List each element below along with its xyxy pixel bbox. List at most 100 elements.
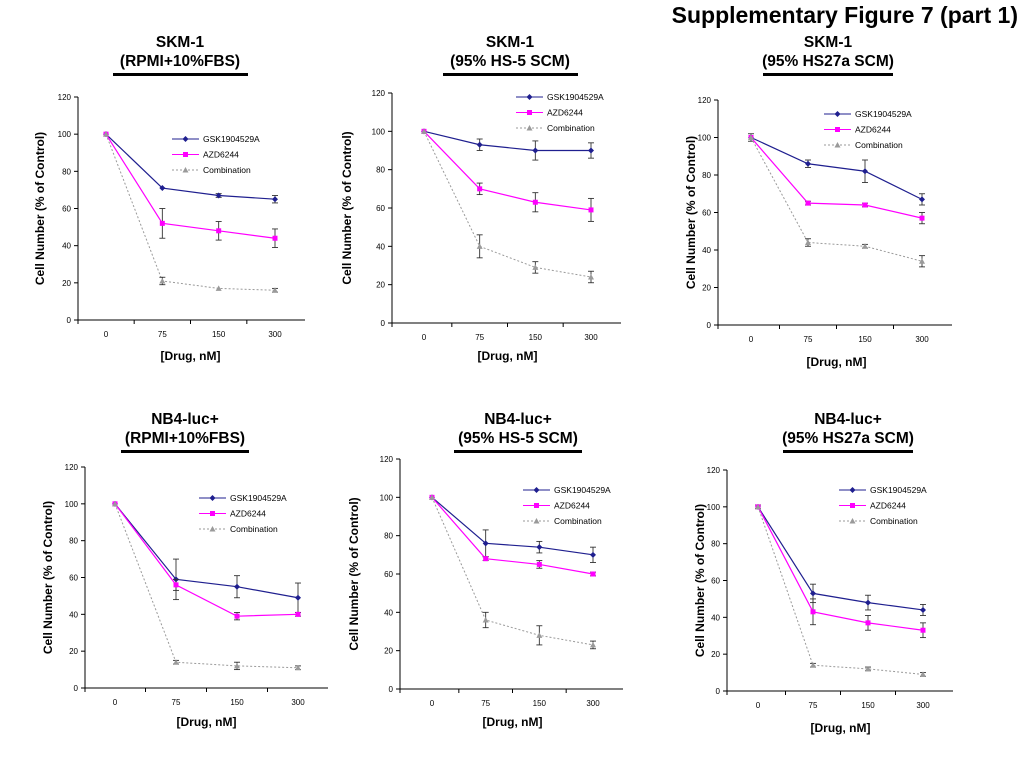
y-tick-label: 100 xyxy=(698,134,712,143)
y-axis-label: Cell Number (% of Control) xyxy=(33,132,47,285)
legend-marker xyxy=(850,503,855,508)
legend-marker xyxy=(834,111,841,117)
data-point xyxy=(536,561,542,567)
legend-marker xyxy=(182,136,189,142)
legend-label: GSK1904529A xyxy=(203,134,260,144)
x-tick-label: 0 xyxy=(749,335,754,344)
data-point xyxy=(862,202,868,208)
legend-marker xyxy=(209,495,216,501)
x-tick-label: 75 xyxy=(804,335,813,344)
data-point xyxy=(919,196,925,203)
data-point xyxy=(159,277,166,284)
series-line-gsk1904529a xyxy=(750,136,923,200)
legend-label: Combination xyxy=(203,165,251,175)
x-tick-label: 75 xyxy=(809,701,818,710)
data-point xyxy=(173,659,179,665)
legend-label: GSK1904529A xyxy=(230,493,287,503)
figure-title: Supplementary Figure 7 (part 1) xyxy=(671,2,1018,28)
chart-panel-2: 0 20 40 60 80 100 120 0 75 150 300 [Drug, nM] Cell N… xyxy=(340,89,621,363)
chart-panel-4: 0 20 40 60 80 100 120 0 75 150 300 [Drug, nM] Cell N… xyxy=(41,463,328,729)
data-point xyxy=(483,556,489,562)
data-point xyxy=(476,243,483,249)
y-tick-label: 0 xyxy=(381,319,386,328)
data-point xyxy=(590,571,596,577)
data-point xyxy=(532,147,539,154)
series-line-combination xyxy=(114,503,299,669)
series-line-combination xyxy=(431,497,594,646)
y-tick-label: 60 xyxy=(711,577,720,586)
legend-label: AZD6244 xyxy=(230,509,266,519)
data-point xyxy=(482,617,489,623)
chart-panel-6: 0 20 40 60 80 100 120 0 75 150 300 [Drug, nM] Cell N… xyxy=(693,466,953,735)
y-tick-label: 120 xyxy=(58,93,72,102)
panel-title-line1: SKM-1 xyxy=(803,34,853,51)
data-point xyxy=(588,274,594,280)
title-underline xyxy=(783,450,913,453)
data-point xyxy=(588,207,594,213)
y-tick-label: 100 xyxy=(380,493,394,502)
legend-label: Combination xyxy=(554,516,602,526)
x-tick-label: 300 xyxy=(915,335,929,344)
data-point xyxy=(272,196,278,203)
series-line-combination xyxy=(750,137,923,262)
data-point xyxy=(590,641,596,648)
y-tick-label: 20 xyxy=(711,650,720,659)
x-tick-label: 300 xyxy=(916,701,930,710)
y-tick-label: 100 xyxy=(372,127,386,136)
legend-marker xyxy=(849,518,856,524)
y-tick-label: 60 xyxy=(384,570,393,579)
series-line-azd6244 xyxy=(423,130,592,211)
x-tick-label: 150 xyxy=(529,333,543,342)
x-axis-label: [Drug, nM] xyxy=(161,349,221,363)
data-point xyxy=(590,551,596,558)
legend-marker xyxy=(182,167,189,173)
series-line-azd6244 xyxy=(105,133,276,239)
y-axis-label: Cell Number (% of Control) xyxy=(340,131,354,284)
data-point xyxy=(865,620,871,626)
data-point xyxy=(482,540,489,547)
data-point xyxy=(536,544,543,551)
legend-marker xyxy=(527,110,532,115)
y-tick-label: 120 xyxy=(707,466,721,475)
legend-marker xyxy=(849,487,856,493)
x-tick-label: 0 xyxy=(430,699,435,708)
y-tick-label: 100 xyxy=(58,130,72,139)
x-axis-label: [Drug, nM] xyxy=(807,355,867,369)
panel-title-nb4-hs27a: NB4-luc+ (95% HS27a SCM) xyxy=(758,410,938,453)
title-underline xyxy=(121,450,249,453)
y-tick-label: 60 xyxy=(62,205,71,214)
legend-marker xyxy=(534,503,539,508)
series-line-azd6244 xyxy=(431,496,594,575)
x-tick-label: 0 xyxy=(422,333,427,342)
panel-title-nb4-hs5: NB4-luc+ (95% HS-5 SCM) xyxy=(438,410,598,453)
series-line-gsk1904529a xyxy=(431,496,594,556)
y-tick-label: 0 xyxy=(389,685,394,694)
x-axis-label: [Drug, nM] xyxy=(811,721,871,735)
y-tick-label: 100 xyxy=(707,503,721,512)
panel-title-line1: NB4-luc+ xyxy=(814,411,882,428)
x-tick-label: 300 xyxy=(268,330,282,339)
y-axis-label: Cell Number (% of Control) xyxy=(684,136,698,289)
data-point xyxy=(216,228,222,234)
series-line-combination xyxy=(105,133,276,291)
series-line-azd6244 xyxy=(114,503,299,617)
x-tick-label: 0 xyxy=(113,698,118,707)
legend-label: AZD6244 xyxy=(855,125,891,135)
chart-panel-5: 0 20 40 60 80 100 120 0 75 150 300 [Drug, nM] Cell N… xyxy=(347,455,623,729)
panel-title-skm1-rpmi: SKM-1 (RPMI+10%FBS) xyxy=(100,33,260,76)
data-point xyxy=(476,141,483,148)
data-point xyxy=(920,606,926,613)
title-underline xyxy=(763,73,893,76)
panel-title-line2: (95% HS-5 SCM) xyxy=(450,53,570,70)
data-point xyxy=(295,664,301,671)
legend-marker xyxy=(533,487,540,493)
data-point xyxy=(862,243,868,249)
y-tick-label: 20 xyxy=(702,284,711,293)
data-point xyxy=(810,609,816,615)
y-axis-label: Cell Number (% of Control) xyxy=(693,504,707,657)
data-point xyxy=(159,220,165,226)
y-tick-label: 40 xyxy=(711,613,720,622)
y-tick-label: 120 xyxy=(372,89,386,98)
data-point xyxy=(810,662,816,668)
data-point xyxy=(215,192,222,199)
